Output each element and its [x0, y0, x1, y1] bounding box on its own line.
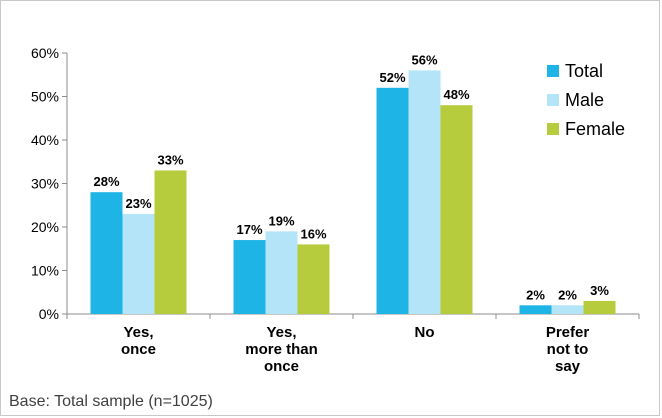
y-tick-label: 30%	[31, 176, 59, 192]
legend-label: Male	[565, 90, 604, 110]
legend-swatch-female	[547, 123, 559, 135]
category-label: once	[121, 341, 156, 358]
legend-swatch-male	[547, 94, 559, 106]
y-tick-label: 50%	[31, 89, 59, 105]
data-label: 17%	[236, 222, 262, 237]
bar-female	[297, 244, 330, 314]
bar-male	[408, 70, 441, 315]
data-label: 48%	[443, 87, 469, 102]
legend-swatch-total	[547, 65, 559, 77]
bar-female	[154, 170, 187, 314]
data-label: 19%	[268, 213, 294, 228]
y-tick-label: 60%	[31, 45, 59, 61]
bar-female	[440, 105, 473, 314]
footnote: Base: Total sample (n=1025)	[9, 393, 213, 410]
category-label: once	[264, 358, 299, 375]
data-label: 2%	[558, 287, 577, 302]
category-label: more than	[245, 341, 318, 358]
category-label: say	[555, 358, 581, 375]
data-label: 3%	[590, 283, 609, 298]
bar-chart: 0%10%20%30%40%50%60%28%23%33%Yes,once17%…	[31, 45, 640, 375]
y-tick-label: 20%	[31, 219, 59, 235]
category-label: Prefer	[546, 324, 590, 341]
data-label: 23%	[125, 196, 151, 211]
category-label: Yes,	[123, 324, 153, 341]
legend-label: Female	[565, 119, 625, 139]
y-tick-label: 40%	[31, 132, 59, 148]
data-label: 33%	[157, 152, 183, 167]
data-label: 2%	[526, 287, 545, 302]
category-label: Yes,	[266, 324, 296, 341]
bar-total	[90, 192, 123, 314]
category-label: No	[415, 324, 435, 341]
bar-female	[583, 300, 616, 314]
legend-label: Total	[565, 61, 603, 81]
category-label: not to	[547, 341, 589, 358]
bar-male	[265, 231, 298, 314]
bar-total	[519, 305, 552, 314]
data-label: 28%	[93, 174, 119, 189]
y-tick-label: 0%	[39, 306, 59, 322]
data-label: 52%	[379, 70, 405, 85]
y-tick-label: 10%	[31, 263, 59, 279]
data-label: 16%	[300, 226, 326, 241]
data-label: 56%	[411, 52, 437, 67]
bar-total	[233, 240, 266, 314]
bar-total	[376, 87, 409, 314]
bar-male	[122, 213, 155, 314]
bar-male	[551, 305, 584, 314]
